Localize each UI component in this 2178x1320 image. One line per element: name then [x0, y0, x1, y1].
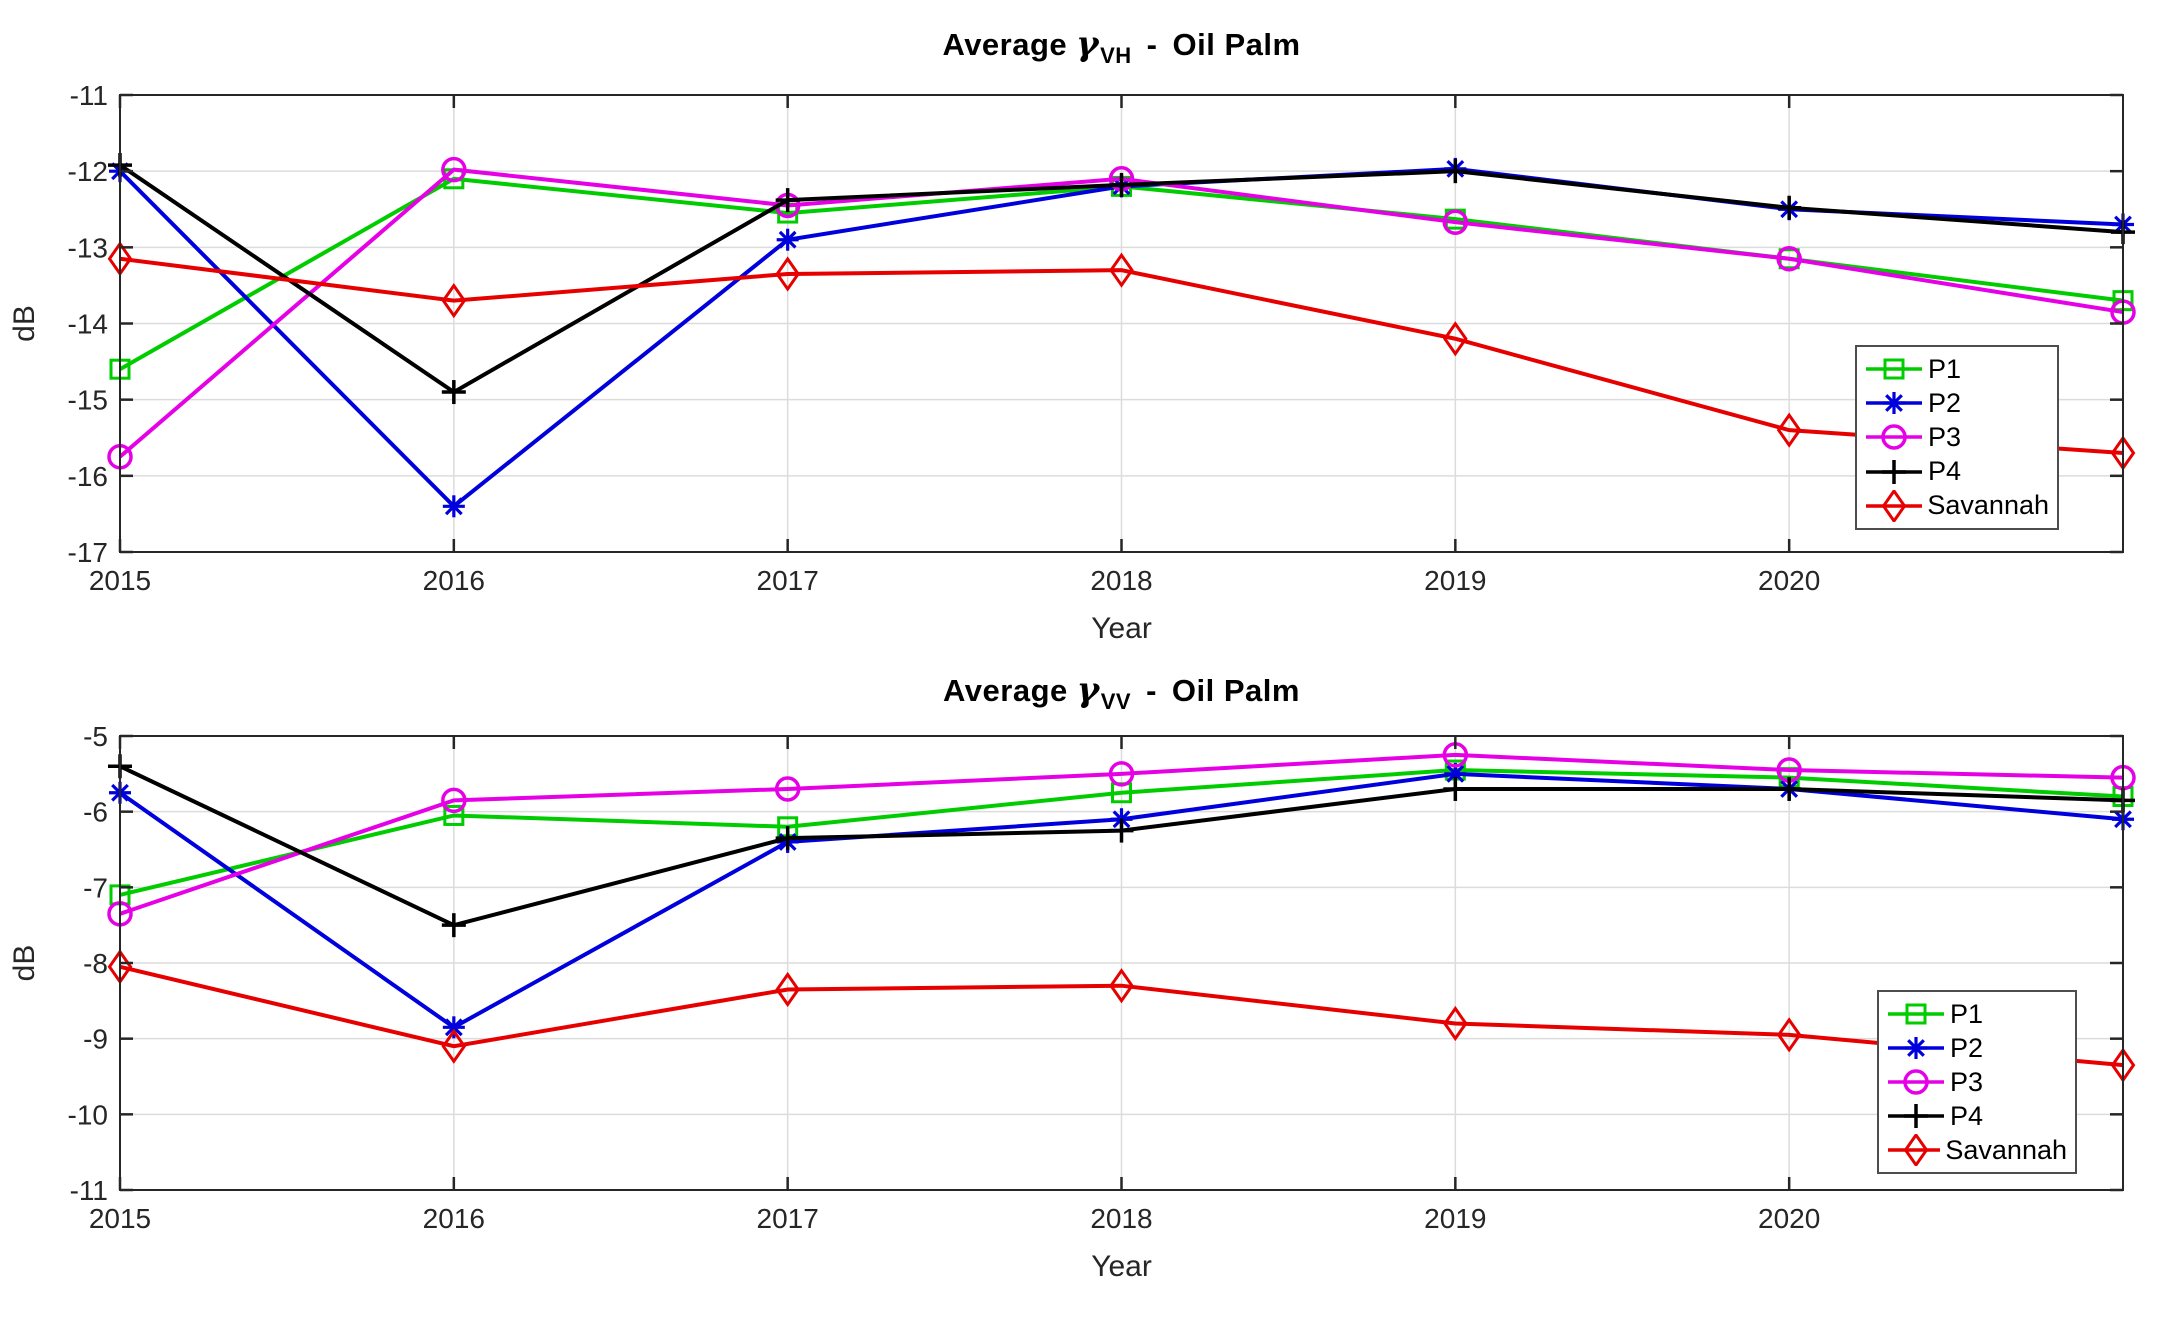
legend-label: P2: [1928, 387, 1962, 418]
title-prefix: Average: [942, 27, 1068, 62]
vh-chart-title: Average γVH - Oil Palm: [120, 24, 2123, 69]
x-tick-label: 2016: [423, 565, 485, 596]
grid-lines: [119, 94, 2123, 553]
y-axis-label: dB: [8, 305, 41, 342]
axis-ticks: [118, 734, 2123, 1192]
circle-marker-icon: [1888, 1069, 1944, 1095]
legend-item-p3: P3: [1865, 420, 2049, 454]
y-tick-label: -5: [83, 721, 108, 752]
legend-item-p2: P2: [1887, 1031, 2067, 1065]
square-marker-icon: [1888, 1003, 1944, 1025]
y-tick-label: -14: [68, 309, 108, 340]
title-name: Oil Palm: [1172, 27, 1301, 62]
legend-item-p1: P1: [1887, 997, 2067, 1031]
vh-legend: P1 P2 P3 P4 Savannah: [1855, 345, 2059, 530]
y-axis-label: dB: [8, 945, 41, 982]
title-prefix: Average: [943, 673, 1068, 708]
axis-ticks: [118, 93, 2123, 554]
legend-label: P3: [1950, 1066, 1984, 1097]
gamma-symbol: γ: [1076, 670, 1100, 710]
x-tick-label: 2015: [89, 1203, 151, 1234]
legend-label: P1: [1950, 998, 1984, 1029]
gamma-symbol: γ: [1076, 24, 1100, 64]
x-tick-label: 2019: [1424, 565, 1486, 596]
title-separator: -: [1146, 673, 1157, 708]
legend-label: P2: [1950, 1032, 1984, 1063]
x-tick-label: 2020: [1758, 565, 1820, 596]
circle-marker-icon: [1866, 424, 1922, 451]
vh-plot-svg: 2015 2016 2017 2018 2019 2020-11-12-13-14-15-…: [8, 80, 2136, 645]
legend-label: P1: [1928, 353, 1962, 384]
legend-label: P4: [1950, 1100, 1984, 1131]
plus-marker-icon: [1866, 459, 1922, 484]
x-tick-label: 2017: [757, 565, 819, 596]
x-tick-labels: 2015 2016 2017 2018 2019 2020: [89, 1203, 1820, 1234]
y-tick-labels: -11 -12 -13 -14 -15 -16 -17: [68, 80, 108, 568]
chart-vv: 2015 2016 2017 2018 2019 2020 -5 -6 -7 -8 -9 -10 -11…: [0, 660, 2178, 1320]
y-tick-label: -12: [68, 156, 108, 187]
asterisk-marker-icon: [1888, 1037, 1944, 1059]
legend-label: P4: [1928, 456, 1962, 487]
vv-legend: P1 P2 P3 P4 Savannah: [1877, 990, 2077, 1174]
y-tick-label: -11: [70, 1175, 108, 1206]
x-tick-label: 2018: [1090, 1203, 1152, 1234]
x-tick-labels: 2015 2016 2017 2018 2019 2020: [89, 565, 1820, 596]
x-axis-label: Year: [1091, 1250, 1152, 1283]
x-tick-label: 2018: [1090, 565, 1152, 596]
square-marker-icon: [1866, 358, 1922, 380]
y-tick-label: -11: [70, 80, 108, 111]
y-tick-label: -9: [83, 1024, 108, 1055]
x-tick-label: 2019: [1424, 1203, 1486, 1234]
y-tick-label: -17: [68, 537, 108, 568]
legend-item-p2: P2: [1865, 386, 2049, 420]
legend-item-p4: P4: [1887, 1099, 2067, 1133]
y-tick-label: -6: [83, 797, 108, 828]
y-tick-label: -16: [68, 461, 108, 492]
diamond-marker-icon: [1888, 1134, 1941, 1166]
x-tick-label: 2020: [1758, 1203, 1820, 1234]
legend-label: Savannah: [1927, 490, 2049, 521]
y-tick-label: -7: [83, 872, 108, 903]
vv-plot-svg: 2015 2016 2017 2018 2019 2020 -5 -6 -7 -8 -9 -10 -11…: [8, 721, 2136, 1283]
legend-item-savannah: Savannah: [1887, 1133, 2067, 1167]
asterisk-marker-icon: [1866, 392, 1922, 415]
y-tick-label: -13: [68, 232, 108, 263]
y-tick-label: -15: [68, 385, 108, 416]
grid-lines: [119, 735, 2123, 1191]
title-separator: -: [1146, 27, 1158, 62]
legend-item-p3: P3: [1887, 1065, 2067, 1099]
x-tick-label: 2015: [89, 565, 151, 596]
x-tick-label: 2017: [757, 1203, 819, 1234]
legend-item-p4: P4: [1865, 455, 2049, 489]
diamond-marker-icon: [1866, 489, 1922, 522]
legend-item-savannah: Savannah: [1865, 489, 2049, 523]
y-tick-label: -10: [68, 1099, 108, 1130]
legend-label: Savannah: [1945, 1134, 2067, 1165]
plus-marker-icon: [1888, 1104, 1944, 1128]
title-subscript: VV: [1100, 689, 1132, 714]
y-tick-label: -8: [83, 948, 108, 979]
y-tick-labels: -5 -6 -7 -8 -9 -10 -11: [68, 721, 108, 1206]
chart-vh: 2015 2016 2017 2018 2019 2020 -11 -12 -13 -14 -15-…: [8, 24, 2136, 645]
x-axis-label: Year: [1091, 612, 1152, 645]
x-tick-label: 2016: [423, 1203, 485, 1234]
title-name: Oil Palm: [1171, 673, 1300, 708]
title-subscript: VH: [1100, 43, 1132, 68]
legend-label: P3: [1928, 421, 1962, 452]
series-p3: [107, 742, 2136, 927]
legend-item-p1: P1: [1865, 352, 2049, 386]
vv-chart-title: Average γVV - Oil Palm: [120, 670, 2123, 715]
